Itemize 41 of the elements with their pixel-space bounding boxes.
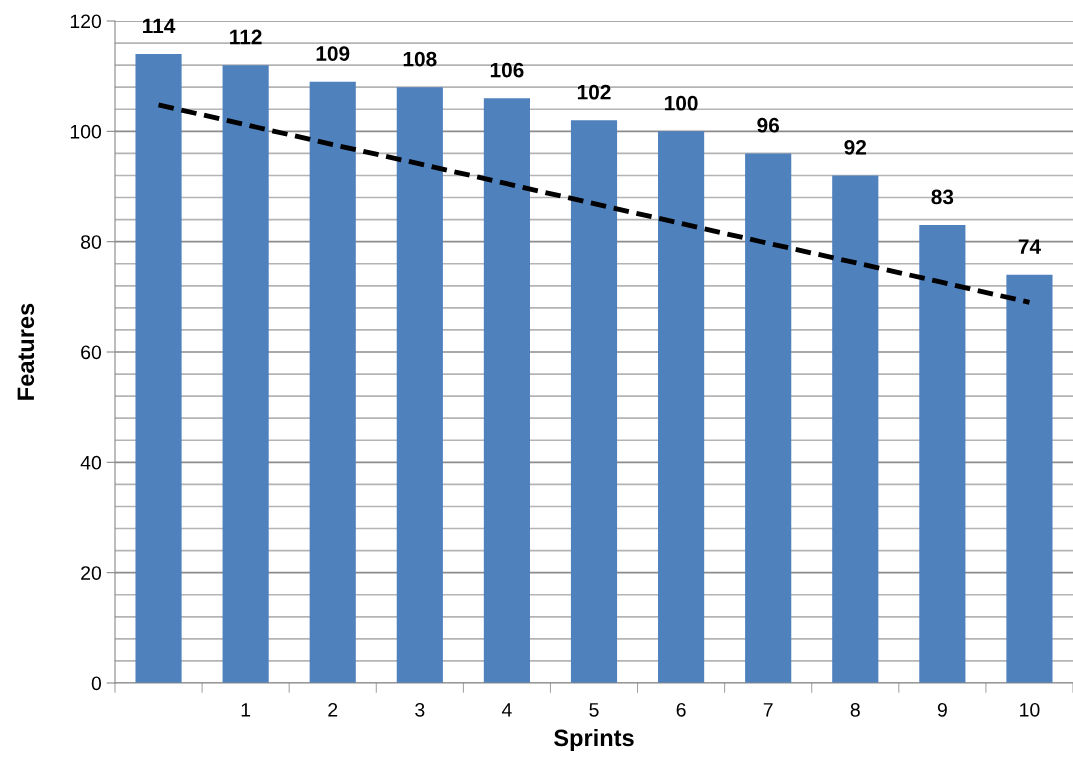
bar [745,153,792,683]
x-tick-label: 5 [589,703,599,717]
data-label: 109 [316,46,350,61]
bar [396,87,443,683]
data-label: 74 [1018,239,1041,254]
x-tick-label: 4 [501,703,512,717]
x-tick-label: 10 [1020,702,1040,717]
x-tick-label: 3 [415,702,425,717]
y-axis-title: Features [17,303,35,400]
x-tick-label: 1 [241,703,251,717]
x-tick-label: 2 [328,702,338,717]
bar [1006,274,1053,683]
y-tick-label: 60 [81,345,102,360]
data-label: 102 [577,84,611,100]
bar [309,81,356,683]
y-tick-label: 0 [91,676,102,691]
bar [222,65,269,683]
y-tick-label: 120 [70,14,102,29]
data-label: 106 [490,62,524,78]
y-tick-label: 80 [81,235,102,249]
bar [570,120,618,683]
x-tick-label: 8 [850,702,860,717]
bar [483,98,530,683]
data-label: 92 [844,139,867,155]
bar [832,175,879,683]
bar [658,131,705,683]
y-tick-label: 40 [80,455,102,470]
data-label: 83 [931,189,954,205]
y-tick-label: 20 [81,566,102,580]
x-tick-label: 9 [937,702,947,717]
x-tick-label: 6 [676,702,686,717]
x-axis-title: Sprints [554,728,634,751]
bar [135,54,182,683]
bar [919,225,966,683]
y-tick-label: 100 [70,124,102,139]
data-label: 108 [403,51,437,67]
data-label: 100 [665,95,698,111]
x-tick-label: 7 [763,703,773,717]
data-label: 114 [143,18,176,34]
data-label: 96 [757,117,780,133]
data-label: 112 [230,29,262,45]
